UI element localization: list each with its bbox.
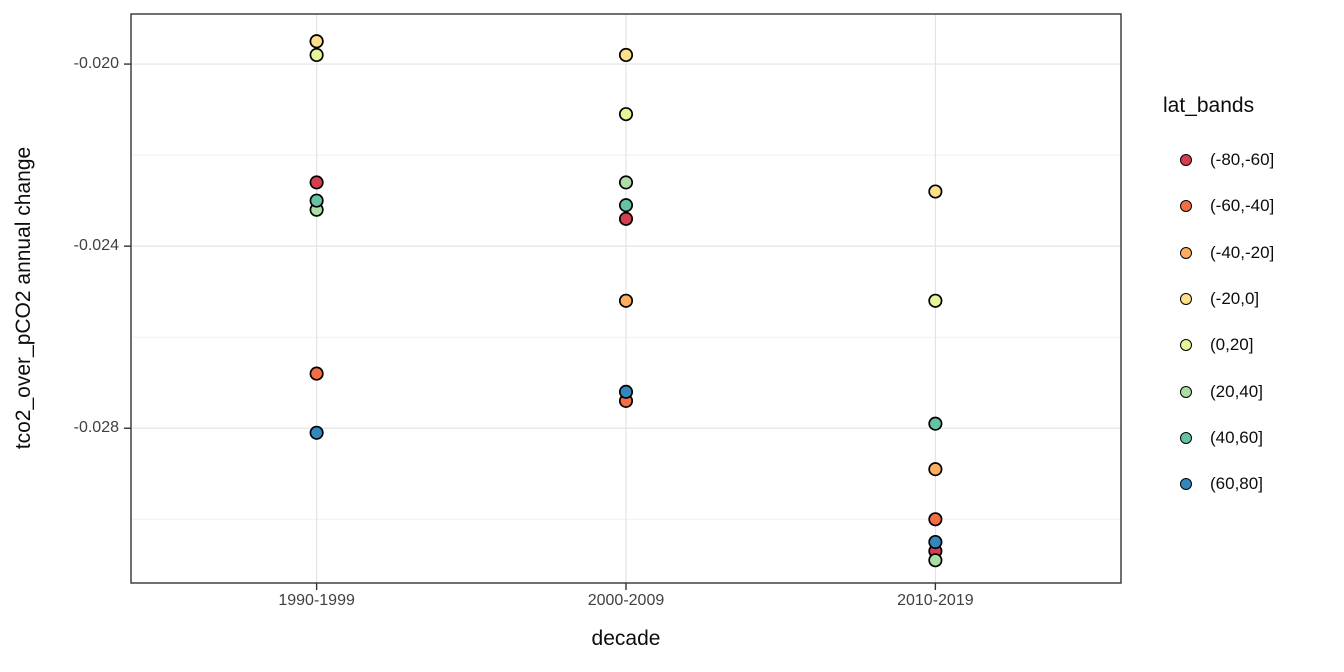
data-point bbox=[618, 107, 634, 122]
data-point bbox=[309, 34, 324, 49]
x-tick-label: 2010-2019 bbox=[897, 592, 974, 609]
legend-swatch-icon bbox=[1180, 478, 1192, 491]
legend-item: (-80,-60] bbox=[1163, 138, 1274, 182]
data-point bbox=[928, 512, 943, 527]
legend-swatch-icon bbox=[1180, 339, 1192, 352]
data-point bbox=[928, 184, 943, 199]
legend-swatch-icon bbox=[1180, 154, 1192, 166]
data-point bbox=[928, 293, 943, 308]
data-point bbox=[618, 293, 634, 308]
legend-title: lat_bands bbox=[1163, 94, 1255, 117]
data-point bbox=[928, 534, 943, 550]
data-point bbox=[309, 175, 324, 190]
data-point bbox=[309, 193, 324, 208]
legend-item: (40,60] bbox=[1163, 416, 1263, 460]
data-point bbox=[928, 416, 943, 431]
legend-swatch-icon bbox=[1180, 292, 1192, 305]
y-axis-title: tco2_over_pCO2 annual change bbox=[12, 146, 35, 450]
data-point bbox=[618, 47, 634, 63]
x-tick-label: 2000-2009 bbox=[587, 592, 665, 609]
data-point bbox=[309, 47, 324, 63]
legend-item-label: (40,60] bbox=[1210, 427, 1263, 447]
legend-swatch-icon bbox=[1180, 431, 1192, 444]
legend-item: (60,80] bbox=[1163, 462, 1263, 506]
legend-swatch-icon bbox=[1180, 385, 1192, 398]
legend-item-label: (-40,-20] bbox=[1210, 242, 1275, 262]
y-tick-label: -0.024 bbox=[73, 237, 119, 255]
y-tick-label: -0.020 bbox=[73, 55, 119, 73]
data-point bbox=[618, 211, 634, 226]
data-point bbox=[618, 384, 634, 399]
legend-item: (20,40] bbox=[1163, 370, 1263, 414]
legend-item-label: (-80,-60] bbox=[1210, 150, 1275, 169]
legend-item-label: (0,20] bbox=[1210, 335, 1254, 355]
data-point bbox=[928, 553, 943, 568]
legend-item: (-40,-20] bbox=[1163, 231, 1274, 275]
legend-swatch-icon bbox=[1180, 200, 1192, 213]
x-axis-title: decade bbox=[591, 627, 661, 650]
data-point bbox=[618, 198, 634, 213]
legend-item: (-20,0] bbox=[1163, 277, 1259, 321]
y-tick-label: -0.028 bbox=[73, 419, 119, 437]
data-point bbox=[928, 462, 943, 477]
legend-item-label: (-20,0] bbox=[1210, 288, 1260, 308]
legend-swatch-icon bbox=[1180, 246, 1192, 259]
x-tick-label: 1990-1999 bbox=[278, 592, 355, 609]
data-point bbox=[309, 366, 324, 381]
data-point bbox=[618, 175, 634, 190]
legend-item-label: (20,40] bbox=[1210, 381, 1263, 401]
legend: lat_bands (-80,-60] (-60,-40] (-40,-20] (-2… bbox=[1163, 94, 1338, 493]
data-point bbox=[309, 425, 324, 440]
legend-item-label: (-60,-40] bbox=[1210, 196, 1275, 216]
legend-item: (0,20] bbox=[1163, 323, 1253, 367]
legend-item-label: (60,80] bbox=[1210, 474, 1263, 494]
legend-item: (-60,-40] bbox=[1163, 184, 1274, 228]
